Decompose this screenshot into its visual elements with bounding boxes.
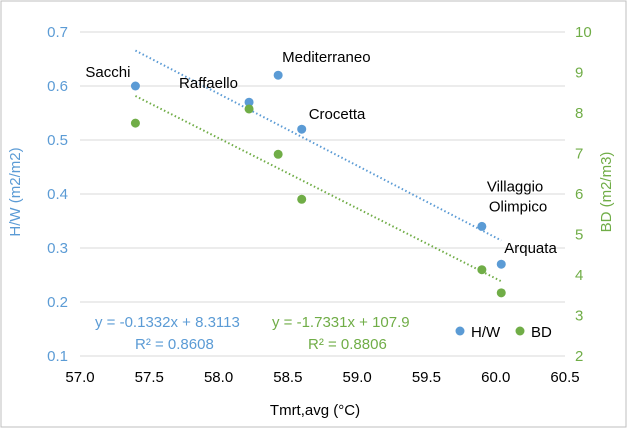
hw-point: [297, 124, 307, 134]
point-label: Sacchi: [85, 64, 130, 81]
hw-point: [477, 221, 487, 231]
x-tick-label: 59.5: [412, 369, 441, 386]
y-tick-label: 0.7: [47, 24, 68, 41]
hw-trend-r2: R² = 0.8608: [135, 336, 214, 353]
x-tick-label: 59.0: [343, 369, 372, 386]
y2-tick-label: 2: [575, 348, 583, 365]
y2-tick-label: 7: [575, 146, 583, 163]
hw-point: [130, 81, 140, 91]
bd-point: [244, 104, 254, 114]
y-tick-label: 0.3: [47, 240, 68, 257]
y-tick-label: 0.6: [47, 78, 68, 95]
y2-tick-label: 4: [575, 267, 583, 284]
hw-trend-equation: y = -0.1332x + 8.3113: [95, 314, 240, 331]
bd-point: [130, 118, 140, 128]
y2-tick-label: 9: [575, 65, 583, 82]
x-tick-label: 60.5: [550, 369, 579, 386]
data-points: [130, 70, 506, 298]
y-tick-label: 0.1: [47, 348, 68, 365]
y-tick-label: 0.4: [47, 186, 68, 203]
legend-label-hw: H/W: [471, 324, 501, 341]
bd-point: [496, 288, 506, 298]
legend: H/W BD: [455, 324, 552, 341]
x-tick-label: 60.0: [481, 369, 510, 386]
bd-point: [297, 194, 307, 204]
legend-marker-hw: [455, 326, 465, 336]
hw-point: [244, 97, 254, 107]
bd-trendline: [134, 95, 502, 283]
point-label: Villaggio: [487, 178, 543, 195]
hw-point: [496, 259, 506, 269]
y-axis-title: H/W (m2/m2): [7, 147, 24, 236]
point-label: Raffaello: [179, 75, 238, 92]
y2-tick-label: 6: [575, 186, 583, 203]
y-tick-label: 0.5: [47, 132, 68, 149]
point-label: Olimpico: [489, 198, 547, 215]
y2-tick-label: 8: [575, 105, 583, 122]
x-tick-label: 57.0: [65, 369, 94, 386]
x-axis-title: Tmrt,avg (°C): [270, 402, 360, 419]
point-labels: Sacchi Raffaello Mediterraneo Crocetta Villa…: [85, 49, 557, 257]
y2-tick-label: 5: [575, 227, 583, 244]
trendlines: [134, 49, 502, 283]
x-tick-label: 58.0: [204, 369, 233, 386]
y2-tick-label: 3: [575, 308, 583, 325]
y-tick-label: 0.2: [47, 294, 68, 311]
legend-label-bd: BD: [531, 324, 552, 341]
y2-tick-label: 10: [575, 24, 592, 41]
hw-trendline: [134, 49, 502, 242]
bd-trend-equation: y = -1.7331x + 107.9: [272, 314, 410, 331]
bd-point: [273, 149, 283, 159]
hw-point: [273, 70, 283, 80]
point-label: Crocetta: [309, 106, 366, 123]
bd-point: [477, 265, 487, 275]
x-tick-label: 57.5: [135, 369, 164, 386]
axes: 0.1 0.2 0.3 0.4 0.5 0.6 0.7 2 3 4 5 6 7 8 9 10 57.0 57.5 5…: [47, 24, 592, 386]
y2-axis-title: BD (m2/m3): [598, 152, 615, 233]
x-tick-label: 58.5: [273, 369, 302, 386]
bd-trend-r2: R² = 0.8806: [308, 336, 387, 353]
point-label: Mediterraneo: [282, 49, 370, 66]
point-label: Arquata: [504, 240, 557, 257]
legend-marker-bd: [515, 326, 525, 336]
